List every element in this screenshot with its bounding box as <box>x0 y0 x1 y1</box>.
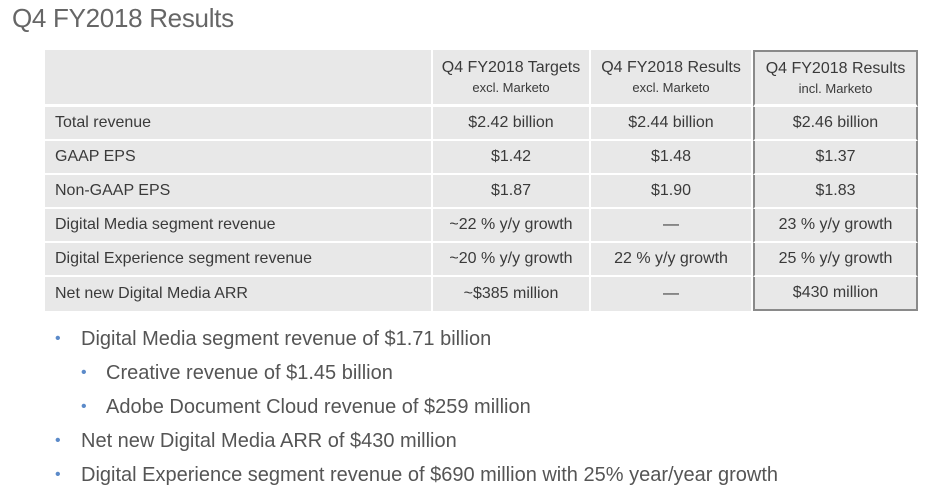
row-label: Total revenue <box>45 107 433 141</box>
list-item: • Adobe Document Cloud revenue of $259 m… <box>0 390 936 424</box>
header-results-incl-subtitle: incl. Marketo <box>798 81 873 96</box>
bullet-icon: • <box>81 398 87 415</box>
cell-results-excl: — <box>591 277 753 311</box>
bullet-text: Digital Experience segment revenue of $6… <box>81 464 779 486</box>
cell-results-incl: $1.83 <box>753 175 918 209</box>
cell-results-excl: $2.44 billion <box>591 107 753 141</box>
header-targets-title: Q4 FY2018 Targets <box>441 59 581 76</box>
cell-targets: $1.87 <box>433 175 591 209</box>
bullet-icon: • <box>55 330 61 347</box>
header-results-excl-title: Q4 FY2018 Results <box>601 59 741 76</box>
cell-results-incl: $1.37 <box>753 141 918 175</box>
bullet-list: • Digital Media segment revenue of $1.71… <box>0 322 936 492</box>
row-label: Digital Experience segment revenue <box>45 243 433 277</box>
cell-results-excl: 22 % y/y growth <box>591 243 753 277</box>
row-label: Non-GAAP EPS <box>45 175 433 209</box>
results-table-container: Q4 FY2018 Targets excl. Marketo Q4 FY201… <box>45 50 918 311</box>
cell-results-excl: $1.90 <box>591 175 753 209</box>
header-targets: Q4 FY2018 Targets excl. Marketo <box>433 50 591 107</box>
row-label: Net new Digital Media ARR <box>45 277 433 311</box>
row-label: Digital Media segment revenue <box>45 209 433 243</box>
list-item: • Net new Digital Media ARR of $430 mill… <box>0 424 936 458</box>
cell-results-incl: 25 % y/y growth <box>753 243 918 277</box>
results-table: Q4 FY2018 Targets excl. Marketo Q4 FY201… <box>45 50 918 311</box>
table-row: Digital Media segment revenue ~22 % y/y … <box>45 209 918 243</box>
bullet-text: Creative revenue of $1.45 billion <box>106 362 393 384</box>
list-item: • Creative revenue of $1.45 billion <box>0 356 936 390</box>
table-row: Total revenue $2.42 billion $2.44 billio… <box>45 107 918 141</box>
cell-results-excl: — <box>591 209 753 243</box>
cell-results-incl: $2.46 billion <box>753 107 918 141</box>
bullet-text: Net new Digital Media ARR of $430 millio… <box>81 430 457 452</box>
cell-results-excl: $1.48 <box>591 141 753 175</box>
header-results-excl-subtitle: excl. Marketo <box>632 80 710 95</box>
header-results-incl: Q4 FY2018 Results incl. Marketo <box>753 50 918 107</box>
table-row: GAAP EPS $1.42 $1.48 $1.37 <box>45 141 918 175</box>
cell-targets: $1.42 <box>433 141 591 175</box>
bullet-text: Adobe Document Cloud revenue of $259 mil… <box>106 396 531 418</box>
header-results-excl: Q4 FY2018 Results excl. Marketo <box>591 50 753 107</box>
cell-targets: $2.42 billion <box>433 107 591 141</box>
bullet-icon: • <box>81 364 87 381</box>
cell-targets: ~20 % y/y growth <box>433 243 591 277</box>
header-results-incl-title: Q4 FY2018 Results <box>765 60 906 77</box>
table-row: Non-GAAP EPS $1.87 $1.90 $1.83 <box>45 175 918 209</box>
cell-results-incl: $430 million <box>753 277 918 311</box>
bullet-text: Digital Media segment revenue of $1.71 b… <box>81 328 492 350</box>
header-empty <box>45 50 433 107</box>
header-targets-subtitle: excl. Marketo <box>472 80 550 95</box>
cell-targets: ~22 % y/y growth <box>433 209 591 243</box>
list-item: • Digital Experience segment revenue of … <box>0 458 936 492</box>
list-item: • Digital Media segment revenue of $1.71… <box>0 322 936 356</box>
cell-targets: ~$385 million <box>433 277 591 311</box>
row-label: GAAP EPS <box>45 141 433 175</box>
table-row: Net new Digital Media ARR ~$385 million … <box>45 277 918 311</box>
page-title: Q4 FY2018 Results <box>12 3 234 33</box>
table-header-row: Q4 FY2018 Targets excl. Marketo Q4 FY201… <box>45 50 918 107</box>
bullet-icon: • <box>55 432 61 449</box>
bullet-icon: • <box>55 466 61 483</box>
table-row: Digital Experience segment revenue ~20 %… <box>45 243 918 277</box>
cell-results-incl: 23 % y/y growth <box>753 209 918 243</box>
